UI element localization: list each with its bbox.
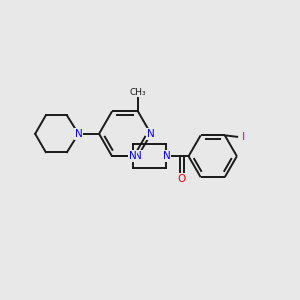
Text: N: N <box>147 129 155 139</box>
Text: N: N <box>134 151 142 161</box>
Text: N: N <box>163 151 170 161</box>
Text: N: N <box>75 129 82 139</box>
Text: CH₃: CH₃ <box>130 88 146 97</box>
Text: I: I <box>242 132 245 142</box>
Text: N: N <box>129 151 136 161</box>
Text: O: O <box>178 174 186 184</box>
